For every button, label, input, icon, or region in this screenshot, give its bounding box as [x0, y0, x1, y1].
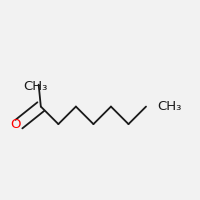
Text: CH₃: CH₃ [23, 80, 48, 93]
Text: CH₃: CH₃ [157, 100, 181, 113]
Text: O: O [10, 118, 21, 131]
